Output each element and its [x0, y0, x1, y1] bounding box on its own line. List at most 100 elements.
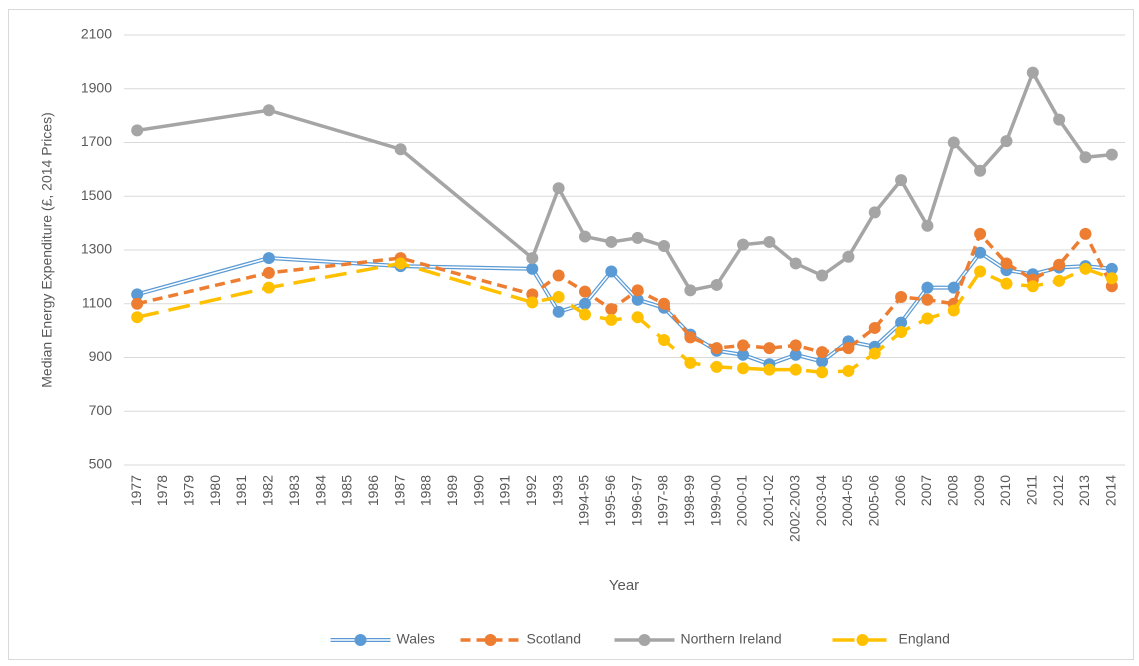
data-point: [552, 291, 565, 304]
x-tick-label: 2008: [944, 475, 960, 506]
data-point: [526, 296, 539, 309]
data-point: [131, 311, 144, 324]
y-tick-label: 1300: [81, 241, 112, 257]
x-tick-label: 2000-01: [734, 475, 750, 527]
data-point: [605, 235, 618, 248]
x-tick-label: 1999-00: [707, 475, 723, 527]
x-tick-label: 2006: [892, 475, 908, 506]
series-line: [136, 68, 1113, 293]
data-point: [1000, 257, 1013, 270]
data-point: [816, 346, 829, 359]
x-tick-label: 2001-02: [760, 475, 776, 527]
chart-border: [8, 9, 1134, 660]
data-point: [737, 348, 750, 361]
x-tick-label: 1995-96: [602, 475, 618, 527]
data-point: [763, 235, 776, 248]
data-point: [552, 182, 565, 195]
data-point: [578, 297, 591, 310]
x-tick-label: 1993: [549, 475, 565, 506]
data-point: [578, 308, 591, 321]
x-tick-label: 1981: [233, 475, 249, 506]
data-point: [658, 334, 671, 347]
x-tick-label: 1989: [444, 475, 460, 506]
data-point: [737, 362, 750, 375]
x-tick-label: 1994-95: [576, 475, 592, 527]
x-tick-label: 1978: [154, 475, 170, 506]
data-point: [947, 281, 960, 294]
legend-marker: [354, 634, 367, 646]
data-point: [921, 219, 934, 232]
data-point: [1000, 135, 1013, 148]
data-point: [631, 293, 644, 306]
y-tick-label: 1100: [82, 294, 112, 310]
data-point: [1053, 113, 1066, 126]
data-point: [658, 297, 671, 310]
data-point: [1105, 272, 1118, 285]
x-tick-label: 2013: [1076, 475, 1092, 506]
data-point: [631, 311, 644, 324]
data-point: [552, 305, 565, 318]
legend-label: Wales: [397, 631, 435, 647]
data-point: [789, 363, 802, 376]
data-point: [262, 104, 275, 117]
data-point: [842, 342, 855, 355]
legend-label: England: [899, 631, 950, 647]
data-point: [631, 284, 644, 297]
x-tick-label: 2003-04: [813, 475, 829, 527]
y-tick-label: 500: [89, 456, 113, 472]
x-tick-label: 1982: [260, 475, 276, 506]
data-point: [710, 360, 723, 373]
data-point: [262, 266, 275, 279]
data-point: [816, 366, 829, 379]
x-axis-title: Year: [609, 577, 639, 594]
data-point: [710, 278, 723, 291]
data-point: [605, 313, 618, 326]
legend-marker: [856, 634, 869, 646]
y-tick-label: 1900: [81, 79, 112, 95]
data-point: [868, 321, 881, 334]
x-tick-label: 2012: [1050, 475, 1066, 506]
x-tick-label: 1986: [365, 475, 381, 506]
data-point: [1026, 280, 1039, 293]
data-point: [921, 312, 934, 325]
data-point: [131, 124, 144, 137]
data-point: [789, 339, 802, 352]
x-tick-label: 1983: [286, 475, 302, 506]
data-point: [763, 342, 776, 355]
data-point: [895, 325, 908, 338]
data-point: [947, 304, 960, 317]
y-tick-label: 2100: [81, 26, 112, 42]
data-point: [737, 339, 750, 352]
data-point: [974, 227, 987, 240]
data-point: [974, 265, 987, 278]
data-point: [578, 285, 591, 298]
data-point: [526, 262, 539, 275]
y-axis-title: Median Energy Expenditure (£, 2014 Price…: [39, 112, 55, 387]
data-point: [1079, 227, 1092, 240]
data-point: [868, 347, 881, 360]
x-tick-label: 1996-97: [628, 475, 644, 527]
x-tick-label: 1998-99: [681, 475, 697, 527]
data-point: [895, 174, 908, 187]
data-point: [868, 206, 881, 219]
data-point: [789, 348, 802, 361]
data-point: [921, 293, 934, 306]
data-point: [631, 231, 644, 244]
data-point: [552, 269, 565, 282]
x-tick-label: 1990: [470, 475, 486, 506]
data-point: [684, 356, 697, 369]
data-point: [684, 331, 697, 344]
data-point: [737, 238, 750, 251]
x-tick-label: 2009: [971, 475, 987, 506]
y-tick-label: 700: [89, 402, 113, 418]
data-point: [131, 297, 144, 310]
data-point: [816, 269, 829, 282]
data-point: [895, 291, 908, 304]
x-tick-label: 2010: [997, 475, 1013, 506]
x-tick-label: 1984: [312, 475, 328, 506]
y-tick-label: 900: [89, 348, 113, 364]
data-point: [526, 252, 539, 265]
data-point: [974, 246, 987, 259]
data-point: [763, 363, 776, 376]
